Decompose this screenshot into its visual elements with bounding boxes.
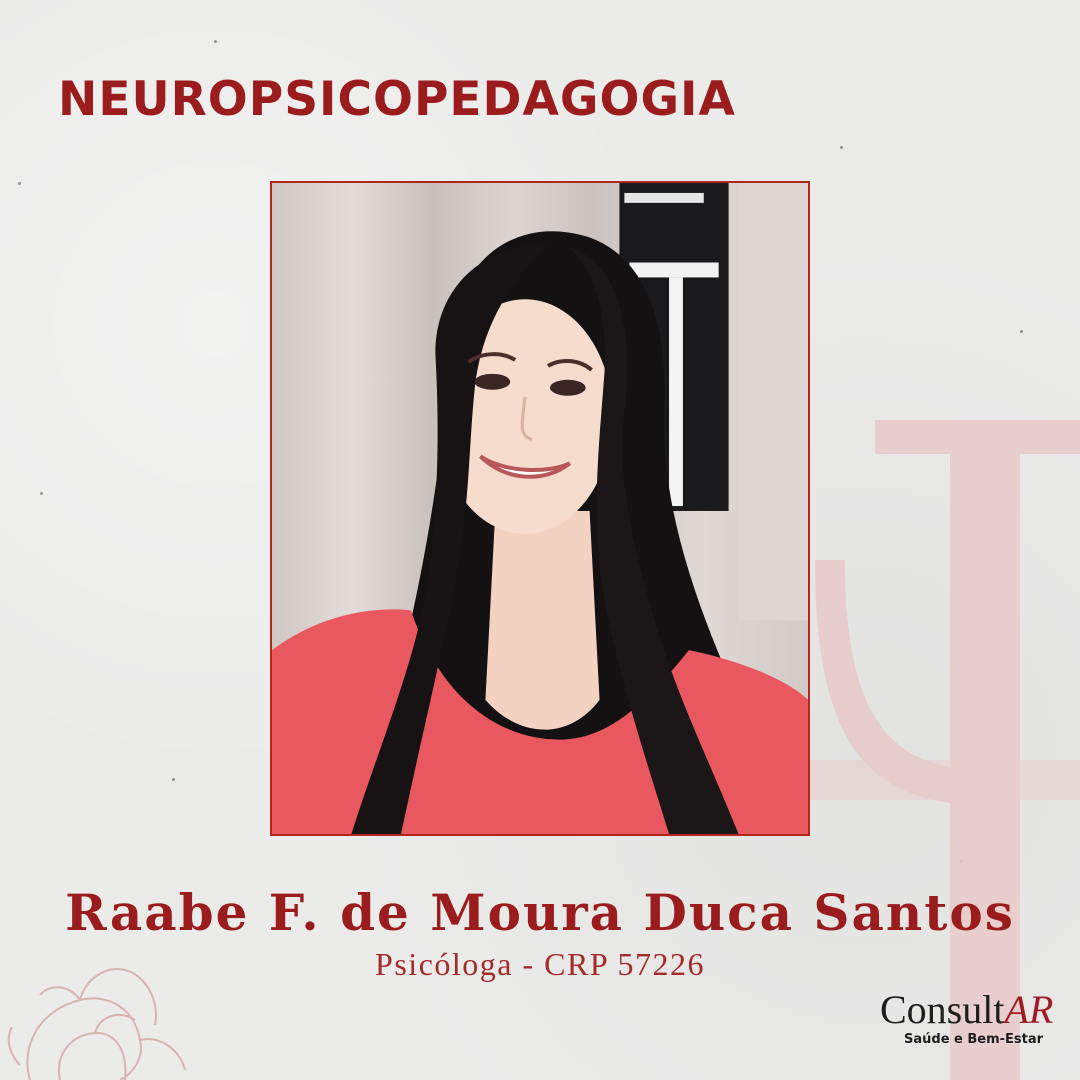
- paper-speck: [18, 182, 21, 185]
- paper-speck: [1020, 330, 1023, 333]
- logo-wordmark: ConsultAR: [880, 987, 1054, 1032]
- logo-prefix: Consult: [880, 987, 1005, 1032]
- brand-logo: ConsultAR Saúde e Bem-Estar: [880, 987, 1054, 1058]
- paper-speck: [40, 492, 43, 495]
- paper-speck: [214, 40, 217, 43]
- flower-outline-icon: [7, 968, 186, 1080]
- portrait-illustration: [272, 183, 808, 834]
- logo-suffix: AR: [1004, 987, 1054, 1032]
- profile-photo: [270, 181, 810, 836]
- page-title: NEUROPSICOPEDAGOGIA: [58, 72, 736, 127]
- psi-symbol-icon: [805, 420, 1080, 1080]
- profile-name: Raabe F. de Moura Duca Santos: [65, 883, 1015, 942]
- profile-role: Psicóloga - CRP 57226: [375, 946, 705, 982]
- paper-speck: [172, 778, 175, 781]
- logo-tagline: Saúde e Bem-Estar: [904, 1032, 1044, 1047]
- paper-speck: [840, 146, 843, 149]
